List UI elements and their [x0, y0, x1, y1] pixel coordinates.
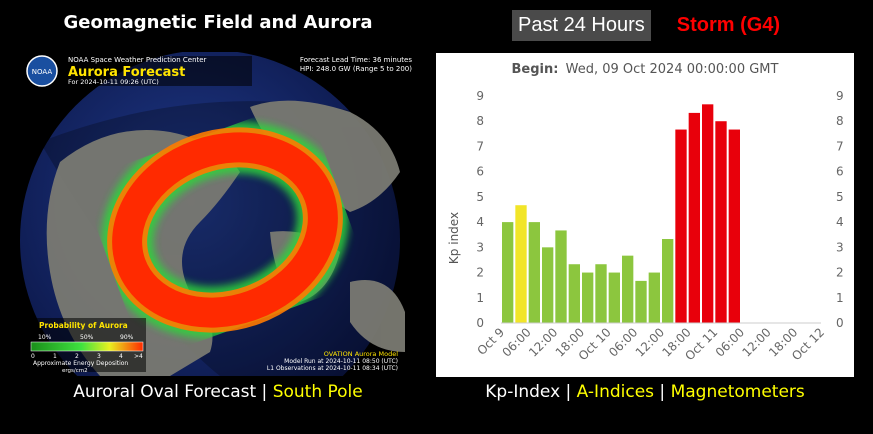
south-pole-link[interactable]: South Pole: [272, 382, 363, 402]
l1-observations: L1 Observations at 2024-10-11 08:34 (UTC…: [267, 365, 398, 372]
kp-bar[interactable]: [542, 247, 554, 323]
kp-bar[interactable]: [568, 264, 580, 323]
kp-bar[interactable]: [515, 205, 527, 323]
kp-bar[interactable]: [555, 230, 567, 323]
y-tick-label: 4: [476, 215, 484, 229]
y-tick-label-right: 9: [836, 89, 844, 103]
legend-color-bar: [30, 341, 144, 352]
legend-pct-50: 50%: [80, 334, 94, 341]
svg-text:0: 0: [31, 353, 35, 360]
x-tick-label: 12:00: [739, 325, 773, 359]
y-tick-label-right: 8: [836, 114, 844, 128]
svg-text:4: 4: [119, 353, 123, 360]
y-tick-label-right: 2: [836, 266, 844, 280]
kp-bar[interactable]: [582, 272, 594, 323]
kp-bar[interactable]: [728, 129, 740, 323]
x-tick-label: 06:00: [713, 325, 747, 359]
kp-bar[interactable]: [715, 121, 727, 323]
model-name: OVATION Aurora Model: [324, 350, 398, 358]
chart-title: Begin: Wed, 09 Oct 2024 00:00:00 GMT: [512, 62, 779, 77]
kp-bar[interactable]: [688, 112, 700, 323]
y-axis-label: Kp index: [447, 212, 461, 264]
y-tick-label: 0: [476, 316, 484, 330]
legend-title: Probability of Aurora: [39, 321, 128, 330]
y-tick-label: 7: [476, 139, 484, 153]
hpi-value: HPI: 248.0 GW (Range 5 to 200): [300, 65, 412, 73]
legend-caption: Approximate Energy Deposition: [33, 360, 128, 367]
kp-bar[interactable]: [595, 264, 607, 323]
kp-bar[interactable]: [502, 222, 514, 323]
aurora-section-title: Geomagnetic Field and Aurora: [63, 12, 373, 33]
y-ticks-right: 0 1 2 3 4 5 6 7 8 9: [836, 89, 844, 330]
kp-bar[interactable]: [702, 104, 714, 323]
kp-index-chart[interactable]: Begin: Wed, 09 Oct 2024 00:00:00 GMT Kp …: [436, 53, 854, 377]
kp-bar[interactable]: [662, 239, 674, 323]
y-tick-label-right: 7: [836, 139, 844, 153]
legend-pct-90: 90%: [120, 334, 134, 341]
swpc-label: NOAA Space Weather Prediction Center: [68, 56, 207, 64]
legend-units: ergs/cm2: [62, 368, 88, 374]
svg-text:1: 1: [53, 353, 57, 360]
y-tick-label-right: 3: [836, 240, 844, 254]
footer-left: Auroral Oval Forecast | South Pole: [73, 382, 363, 402]
x-tick-label: 12:00: [526, 325, 560, 359]
svg-text:2: 2: [75, 353, 79, 360]
storm-level-badge: Storm (G4): [676, 13, 781, 36]
y-tick-label: 3: [476, 240, 484, 254]
a-indices-link[interactable]: A-Indices: [576, 382, 655, 402]
kp-bars: [502, 104, 740, 323]
kp-bar[interactable]: [622, 255, 634, 323]
y-tick-label-right: 0: [836, 316, 844, 330]
y-tick-label-right: 4: [836, 215, 844, 229]
y-tick-label-right: 6: [836, 165, 844, 179]
kp-index-label: Kp-Index: [485, 382, 561, 402]
y-tick-label-right: 5: [836, 190, 844, 204]
kp-bar[interactable]: [608, 272, 620, 323]
auroral-oval-label: Auroral Oval Forecast: [73, 382, 257, 402]
kp-bar[interactable]: [675, 129, 687, 323]
lead-time: Forecast Lead Time: 36 minutes: [300, 56, 412, 64]
aurora-forecast-title: Aurora Forecast: [68, 65, 185, 80]
svg-text:3: 3: [97, 353, 101, 360]
legend-ticks: 0 1 2 3 4 >4: [31, 353, 143, 360]
kp-bar[interactable]: [528, 222, 540, 323]
y-tick-label-right: 1: [836, 291, 844, 305]
x-tick-label: 06:00: [499, 325, 533, 359]
kp-bar[interactable]: [648, 272, 660, 323]
aurora-forecast-map[interactable]: NOAA NOAA Space Weather Prediction Cente…: [20, 52, 412, 376]
aurora-map-svg: NOAA NOAA Space Weather Prediction Cente…: [20, 52, 412, 376]
kp-bar[interactable]: [635, 280, 647, 323]
y-tick-label: 6: [476, 165, 484, 179]
legend-pct-10: 10%: [38, 334, 52, 341]
magnetometers-link[interactable]: Magnetometers: [670, 382, 805, 402]
y-tick-label: 5: [476, 190, 484, 204]
noaa-logo-icon: [26, 55, 58, 87]
y-ticks-left: 0 1 2 3 4 5 6 7 8 9: [476, 89, 484, 330]
y-tick-label: 9: [476, 89, 484, 103]
aurora-oval: [101, 121, 349, 339]
x-tick-label: 06:00: [606, 325, 640, 359]
x-tick-label: 12:00: [633, 325, 667, 359]
model-run: Model Run at 2024-10-11 08:50 (UTC): [284, 358, 398, 365]
footer-right: Kp-Index | A-Indices | Magnetometers: [485, 382, 805, 402]
kp-chart-svg: Begin: Wed, 09 Oct 2024 00:00:00 GMT Kp …: [447, 62, 844, 363]
y-tick-label: 1: [476, 291, 484, 305]
y-tick-label: 2: [476, 266, 484, 280]
forecast-time: For 2024-10-11 09:26 (UTC): [68, 78, 159, 86]
y-tick-label: 8: [476, 114, 484, 128]
status-bar: Past 24 Hours Storm (G4): [512, 8, 780, 42]
logo-text: NOAA: [32, 68, 53, 76]
svg-text:>4: >4: [134, 353, 143, 360]
past-24-hours-button[interactable]: Past 24 Hours: [512, 9, 651, 41]
